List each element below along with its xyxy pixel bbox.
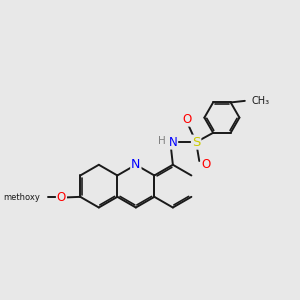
- Text: O: O: [57, 191, 66, 204]
- Text: N: N: [169, 136, 177, 148]
- Text: H: H: [158, 136, 165, 146]
- Text: S: S: [192, 136, 200, 148]
- Text: O: O: [182, 113, 191, 126]
- Text: O: O: [202, 158, 211, 171]
- Text: N: N: [131, 158, 140, 171]
- Text: CH₃: CH₃: [251, 96, 269, 106]
- Text: methoxy: methoxy: [4, 193, 41, 202]
